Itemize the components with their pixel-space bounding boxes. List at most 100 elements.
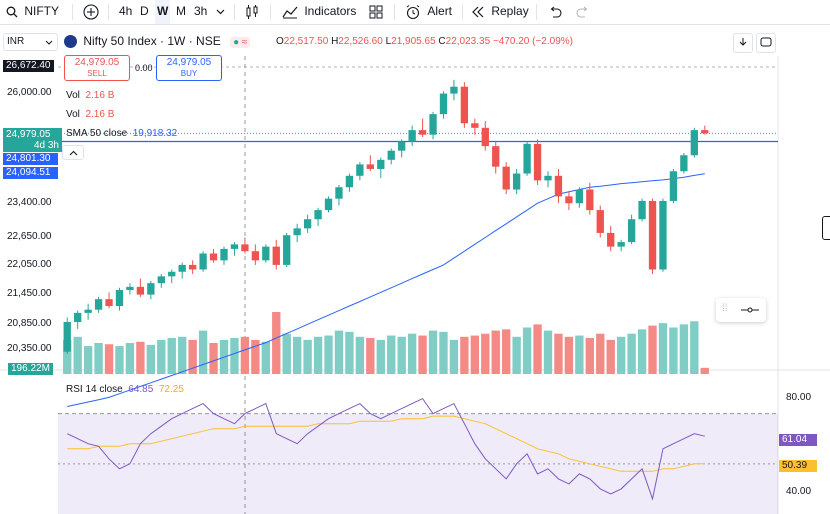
sma-legend: SMA 50 close 19,918.32 — [66, 128, 177, 139]
sell-button[interactable]: 24,979.05 SELL — [64, 55, 130, 81]
candle-body — [283, 235, 291, 265]
vol-label: Vol — [66, 90, 80, 101]
candle-body — [617, 242, 625, 247]
candle-body — [439, 93, 448, 115]
interval-w[interactable]: W — [155, 0, 171, 24]
compare-button[interactable] — [83, 0, 99, 24]
h-label: H — [331, 36, 339, 47]
volume-legend-2: Vol 2.16 B — [66, 109, 114, 120]
hline-settings-button[interactable] — [62, 145, 84, 160]
candle-body — [492, 146, 500, 167]
rsi-tick: 40.00 — [786, 486, 812, 497]
last-price: 24,979.05 — [6, 129, 51, 140]
horizontal-line-icon[interactable] — [741, 305, 759, 315]
rsi-legend: RSI 14 close 64.85 72.25 — [66, 384, 184, 395]
rsi-ma-line — [67, 415, 705, 472]
volume-bar — [73, 336, 82, 374]
volume-bar — [470, 335, 480, 374]
volume-bar — [251, 339, 260, 374]
chevron-down-icon — [45, 40, 53, 45]
candle-body — [178, 264, 186, 272]
interval-m[interactable]: M — [176, 4, 186, 18]
sell-label: SELL — [87, 69, 107, 78]
candle-body — [471, 123, 479, 128]
currency-selector[interactable]: INR — [3, 33, 58, 51]
candle-body — [345, 175, 354, 188]
volume-bar — [669, 327, 678, 374]
templates-button[interactable] — [369, 0, 383, 24]
candle-body — [512, 173, 521, 190]
candle-body — [523, 143, 531, 174]
candle-body — [115, 290, 124, 307]
fullscreen-button[interactable] — [756, 33, 776, 53]
volume-bar — [502, 329, 511, 374]
candle-body — [241, 244, 249, 252]
candle-body — [408, 130, 416, 142]
volume-bar — [303, 339, 312, 374]
volume-bar — [543, 330, 553, 374]
candle-body — [220, 248, 228, 261]
replay-button[interactable]: Replay — [471, 0, 529, 24]
alarm-clock-icon — [406, 4, 420, 19]
alert-button[interactable]: Alert — [405, 0, 452, 24]
last-price-tag: 24,979.05 4d 3h — [3, 128, 62, 152]
candle-body — [188, 264, 197, 270]
drag-handle-icon[interactable]: ⁞⁞ — [722, 303, 728, 314]
interval-3h[interactable]: 3h — [194, 4, 208, 18]
ohlc-values: O22,517.50 H22,526.60 L21,905.65 C22,023… — [276, 36, 573, 47]
indicators-button[interactable]: Indicators — [282, 0, 356, 24]
redo-button[interactable] — [576, 0, 590, 24]
candle-body — [627, 219, 636, 243]
chart-type-button[interactable] — [244, 0, 260, 24]
rsi-ma-value: 72.25 — [158, 384, 184, 395]
price-tick: 26,000.00 — [7, 87, 52, 98]
candle-body — [74, 312, 82, 323]
interval-4h[interactable]: 4h — [119, 4, 133, 18]
candle-body — [701, 130, 709, 134]
chart-area[interactable]: INR Nifty 50 Index · 1W · NSE ● ≈ O22,51… — [0, 24, 830, 514]
drawing-tool-panel[interactable]: ⁞⁞ — [716, 298, 766, 322]
interval-d[interactable]: D — [140, 4, 149, 18]
candle-body — [481, 127, 489, 147]
chevron-up-icon — [69, 150, 77, 156]
undo-button[interactable] — [548, 0, 562, 24]
candle-body — [94, 299, 103, 310]
right-panel-toggle[interactable] — [822, 216, 830, 240]
candle-body — [669, 171, 678, 201]
rsi-tick: 80.00 — [786, 392, 812, 403]
vol-value: 2.16 B — [85, 90, 115, 101]
price-chart[interactable] — [0, 24, 830, 514]
candle-body — [565, 196, 573, 204]
candle-body — [638, 200, 646, 220]
candle-body — [366, 164, 374, 169]
currency-label: INR — [7, 36, 25, 47]
dot-icon: ● — [233, 37, 240, 48]
rsi-line — [66, 397, 705, 501]
volume-bar — [355, 336, 365, 374]
candle-body — [324, 198, 333, 211]
chart-title: Nifty 50 Index · 1W · NSE — [83, 34, 221, 48]
change-value: −470.20 (−2.09%) — [492, 36, 573, 47]
volume-bar — [596, 333, 605, 374]
divider — [108, 4, 109, 20]
volume-bar — [554, 333, 563, 374]
rsi-value: 64.85 — [128, 384, 154, 395]
market-status-badge: ● ≈ — [230, 37, 251, 48]
price-tick: 20,850.00 — [7, 318, 52, 329]
symbol-search[interactable]: NIFTY — [6, 0, 59, 24]
collapse-legend-button[interactable] — [733, 33, 753, 53]
volume-bar — [63, 339, 72, 374]
volume-bar — [616, 336, 626, 374]
candle-body — [690, 130, 698, 156]
rsi-label: RSI 14 close — [66, 384, 123, 395]
candle-body — [63, 322, 71, 352]
spread-value: 0.00 — [135, 63, 153, 73]
chevron-down-icon — [216, 9, 225, 15]
interval-dropdown[interactable] — [216, 0, 225, 24]
sell-price: 24,979.05 — [74, 57, 120, 68]
candle-body — [586, 189, 594, 211]
volume-bar — [136, 341, 145, 374]
buy-button[interactable]: 24,979.05 BUY — [156, 55, 222, 81]
candle-body — [544, 175, 552, 181]
volume-bar — [376, 339, 385, 374]
